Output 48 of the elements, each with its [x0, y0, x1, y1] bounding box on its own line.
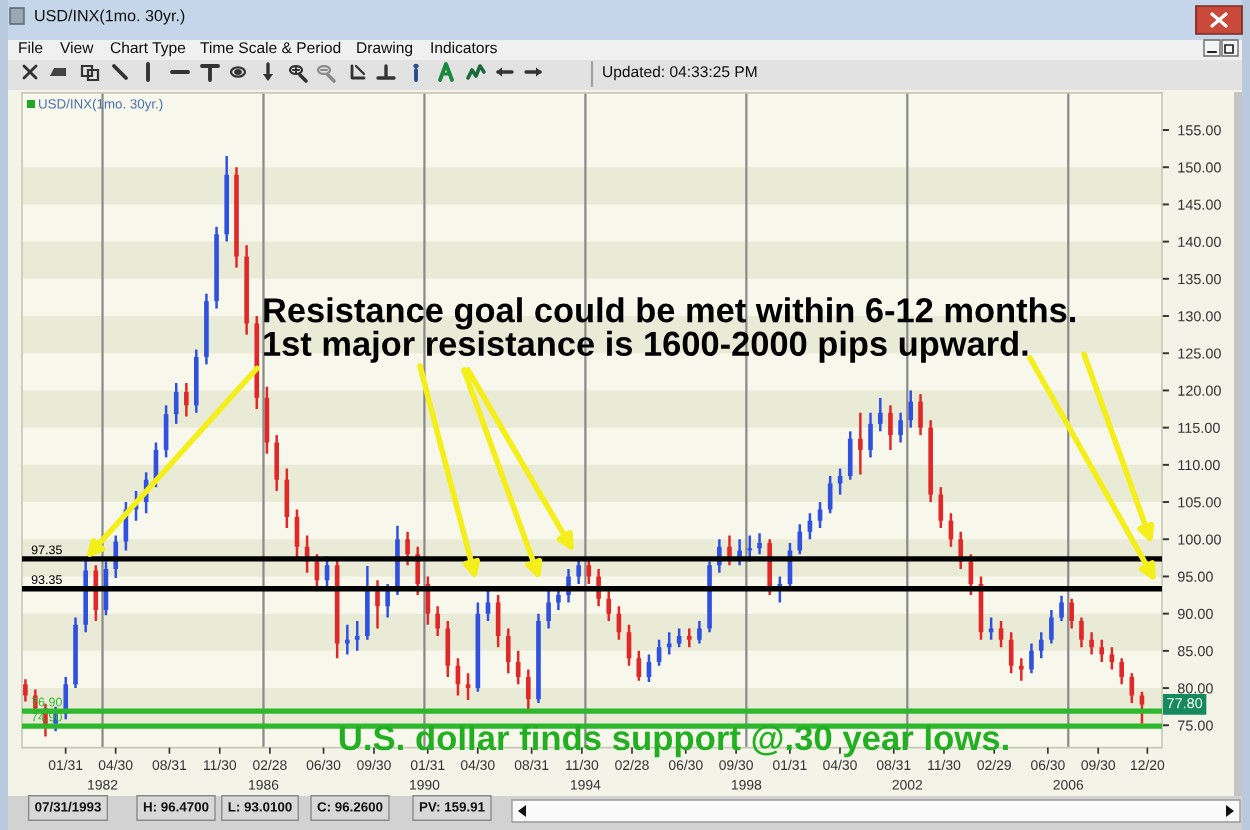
annotation: U.S. dollar finds support @.30 year lows. — [339, 724, 1008, 758]
candlestick — [184, 381, 189, 418]
candlestick — [546, 585, 551, 630]
candlestick — [445, 619, 451, 679]
candlestick — [505, 627, 511, 675]
candlestick — [354, 619, 360, 653]
candlestick — [1079, 616, 1084, 649]
candlestick — [686, 627, 692, 649]
candlestick — [1049, 608, 1054, 645]
candlestick — [797, 523, 803, 556]
candlestick — [1119, 657, 1124, 686]
candlestick — [375, 578, 380, 630]
candlestick — [365, 564, 370, 641]
candlestick — [465, 671, 471, 702]
candlestick — [274, 433, 280, 493]
candlestick — [908, 389, 914, 429]
candlestick — [173, 381, 179, 426]
candlestick — [576, 557, 581, 586]
candlestick — [515, 649, 521, 686]
candlestick — [1059, 594, 1064, 623]
candlestick — [918, 392, 923, 437]
candlestick — [606, 590, 612, 623]
candlestick — [847, 430, 853, 481]
candlestick — [938, 485, 944, 530]
candlestick — [858, 411, 863, 476]
candlestick — [666, 631, 672, 656]
candlestick — [63, 675, 69, 721]
candlestick — [1099, 638, 1105, 664]
candlestick — [405, 530, 410, 567]
annotation: Resistance goal could be met within 6-12 months. 1st major resistance is 1600-2000 pips upward. — [264, 297, 1075, 363]
candlestick — [93, 564, 99, 623]
candlestick — [868, 411, 873, 459]
candlestick — [757, 532, 762, 556]
chart-title: USD/INX(1mo. 30yr.) — [35, 9, 185, 25]
candlestick — [1069, 597, 1074, 630]
candlestick — [23, 677, 28, 703]
candlestick — [898, 411, 903, 444]
candlestick — [586, 556, 592, 586]
candlestick — [817, 500, 823, 530]
candlestick — [1038, 631, 1044, 660]
candlestick — [697, 619, 702, 645]
candlestick — [877, 396, 883, 433]
candlestick — [526, 668, 531, 712]
candlestick — [888, 404, 893, 452]
candlestick — [1089, 631, 1094, 656]
candlestick — [385, 582, 390, 619]
candlestick — [435, 604, 440, 638]
candlestick — [1029, 642, 1034, 675]
